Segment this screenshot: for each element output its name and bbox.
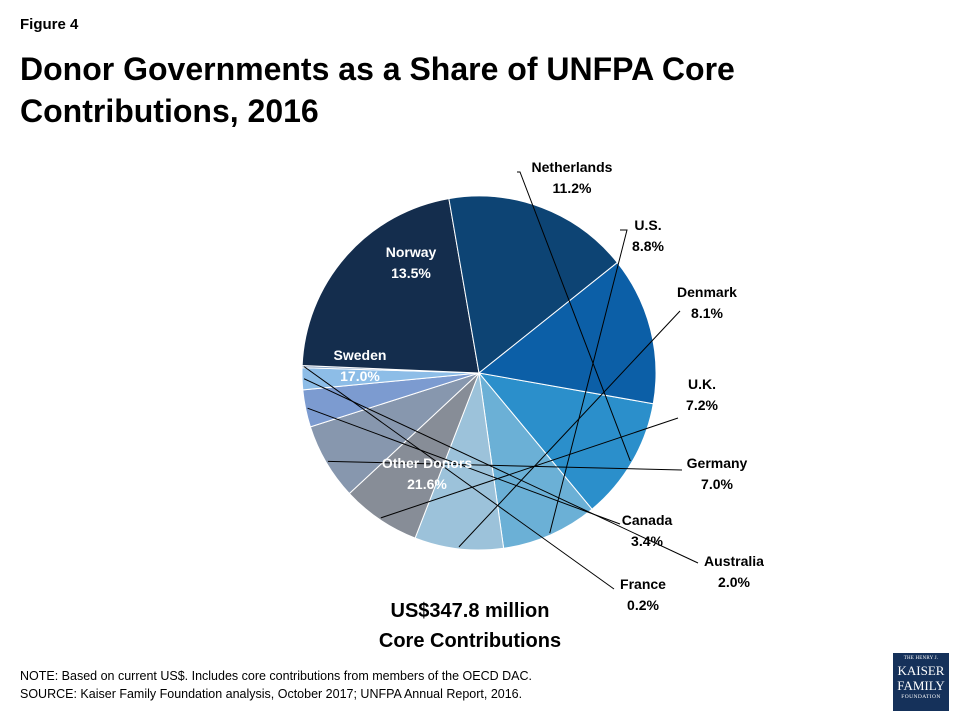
slice-name-australia: Australia <box>704 553 764 569</box>
total-amount: US$347.8 million <box>390 600 550 622</box>
logo-line: FOUNDATION <box>901 694 941 700</box>
slice-value-other-donors: 21.6% <box>407 476 447 492</box>
slice-value-germany: 7.0% <box>701 476 733 492</box>
logo-line: KAISER <box>897 663 945 678</box>
figure-label: Figure 4 <box>20 16 79 33</box>
leader-line-u-k <box>380 417 679 519</box>
kff-logo: THE HENRY J. KAISER FAMILY FOUNDATION <box>893 653 949 711</box>
leader-line-canada <box>307 407 621 525</box>
pie-slice-u-s <box>478 371 593 549</box>
slice-value-sweden: 17.0% <box>340 368 380 384</box>
leader-line-germany <box>327 460 683 471</box>
chart-notes: NOTE: Based on current US$. Includes cor… <box>20 667 532 703</box>
slice-name-denmark: Denmark <box>677 284 737 300</box>
leader-line-france <box>303 366 615 590</box>
slice-value-netherlands: 11.2% <box>553 180 592 196</box>
pie-slice-sweden <box>448 195 619 374</box>
slice-name-norway: Norway <box>386 244 437 260</box>
slice-value-australia: 2.0% <box>718 574 750 590</box>
leader-line-netherlands <box>517 171 631 462</box>
slice-name-netherlands: Netherlands <box>532 159 613 175</box>
slice-name-sweden: Sweden <box>334 347 387 363</box>
slice-name-u-s: U.S. <box>634 217 661 233</box>
slice-value-norway: 13.5% <box>391 265 431 281</box>
slice-name-other-donors: Other Donors <box>382 455 472 471</box>
total-label: US$347.8 million Core Contributions <box>340 596 600 656</box>
slice-value-u-s: 8.8% <box>632 238 664 254</box>
pie-slice-norway <box>477 261 657 405</box>
pie-slice-other-donors <box>301 198 480 374</box>
slice-name-canada: Canada <box>622 512 673 528</box>
leader-line-denmark <box>458 310 681 548</box>
slice-value-u-k: 7.2% <box>686 397 718 413</box>
note-line: NOTE: Based on current US$. Includes cor… <box>20 669 533 683</box>
chart-title: Donor Governments as a Share of UNFPA Co… <box>20 51 735 129</box>
slice-value-canada: 3.4% <box>631 533 663 549</box>
slice-value-france: 0.2% <box>627 597 659 613</box>
leader-line-u-s <box>549 229 628 534</box>
pie-slices <box>301 195 657 551</box>
leader-line-australia <box>303 378 699 564</box>
slice-name-france: France <box>620 576 666 592</box>
slice-name-germany: Germany <box>687 455 748 471</box>
slice-labels: Netherlands 11.2% U.S. 8.8% Denmark 8.1% U.K. 7… <box>303 159 764 613</box>
logo-line: FAMILY <box>897 678 945 693</box>
slice-value-denmark: 8.1% <box>691 305 723 321</box>
pie-slice-denmark <box>414 371 505 551</box>
slice-name-u-k: U.K. <box>688 376 716 392</box>
source-line: SOURCE: Kaiser Family Foundation analysi… <box>20 687 523 701</box>
total-caption: Core Contributions <box>378 630 562 652</box>
logo-line: THE HENRY J. <box>903 656 939 661</box>
